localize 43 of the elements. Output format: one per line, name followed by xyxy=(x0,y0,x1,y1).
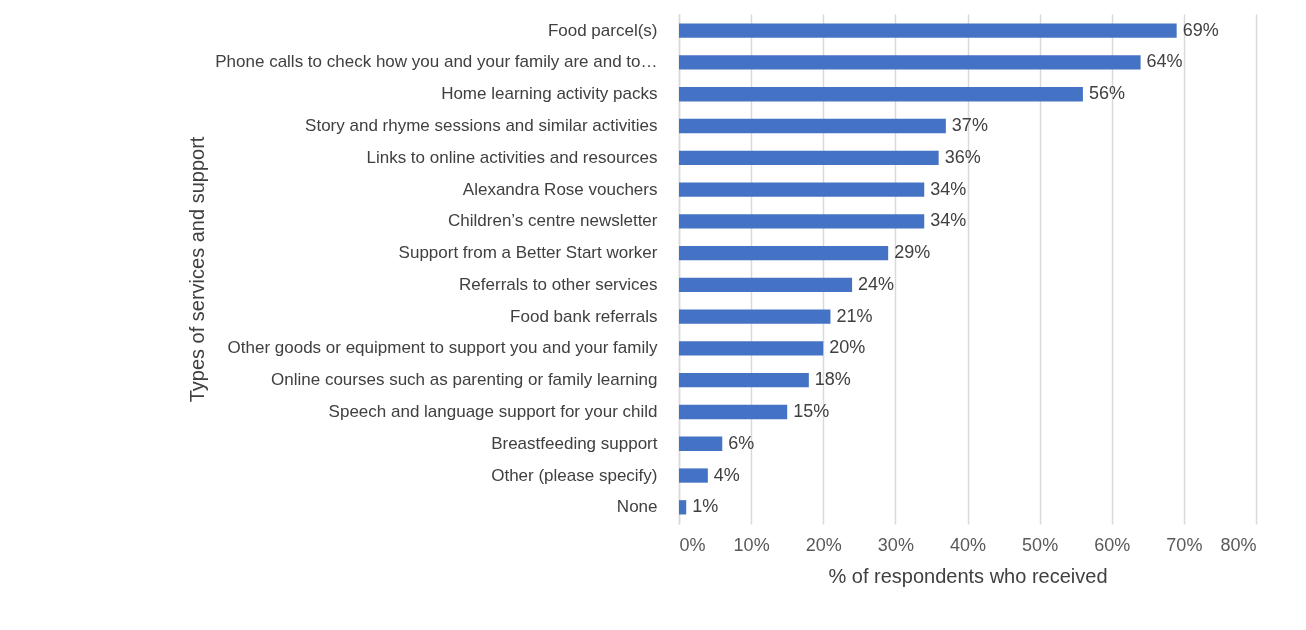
data-label: 37% xyxy=(951,115,988,136)
x-tick-label: 80% xyxy=(1220,534,1257,555)
data-label: 4% xyxy=(713,464,740,485)
y-tick-label: Phone calls to check how you and your family are and to… xyxy=(215,52,658,72)
data-label: 56% xyxy=(1088,83,1125,104)
y-tick-label: Other (please specify) xyxy=(491,465,658,485)
y-tick-label: Children’s centre newsletter xyxy=(448,211,658,231)
y-axis-title: Types of services and support xyxy=(185,136,208,403)
y-tick-label: Breastfeeding support xyxy=(491,433,658,453)
data-label: 29% xyxy=(894,242,931,263)
data-label: 36% xyxy=(944,146,981,167)
data-label: 1% xyxy=(692,496,719,517)
y-tick-label: Online courses such as parenting or family learning xyxy=(271,370,658,390)
y-tick-label: Food parcel(s) xyxy=(547,20,658,40)
data-label: 21% xyxy=(836,305,873,326)
x-tick-label: 20% xyxy=(805,534,842,555)
data-label: 34% xyxy=(930,178,967,199)
x-tick-label: 30% xyxy=(877,534,914,555)
data-label: 18% xyxy=(814,369,851,390)
y-tick-label: Other goods or equipment to support you and your family xyxy=(227,338,658,358)
x-tick-label: 10% xyxy=(733,534,770,555)
data-label: 64% xyxy=(1146,51,1183,72)
y-tick-label: Links to online activities and resources xyxy=(366,147,658,167)
x-tick-label: 40% xyxy=(949,534,987,555)
data-label: 69% xyxy=(1182,19,1219,40)
y-tick-label: Home learning activity packs xyxy=(441,84,658,104)
y-tick-label: Support from a Better Start worker xyxy=(398,243,658,263)
y-tick-label: Food bank referrals xyxy=(510,306,658,326)
y-tick-label: None xyxy=(616,497,658,517)
data-label: 24% xyxy=(858,273,895,294)
data-label: 15% xyxy=(793,400,830,421)
data-label: 6% xyxy=(728,432,755,453)
x-axis-title: % of respondents who received xyxy=(828,564,1108,587)
y-tick-label: Alexandra Rose vouchers xyxy=(462,179,658,199)
y-tick-label: Speech and language support for your child xyxy=(328,401,658,421)
data-label: 20% xyxy=(829,337,866,358)
x-tick-label: 0% xyxy=(679,534,706,555)
x-tick-label: 60% xyxy=(1094,534,1131,555)
y-tick-label: Referrals to other services xyxy=(459,274,658,294)
data-label: 34% xyxy=(930,210,967,231)
y-tick-label: Story and rhyme sessions and similar activities xyxy=(305,116,658,136)
x-tick-label: 50% xyxy=(1022,534,1059,555)
x-tick-label: 70% xyxy=(1166,534,1203,555)
